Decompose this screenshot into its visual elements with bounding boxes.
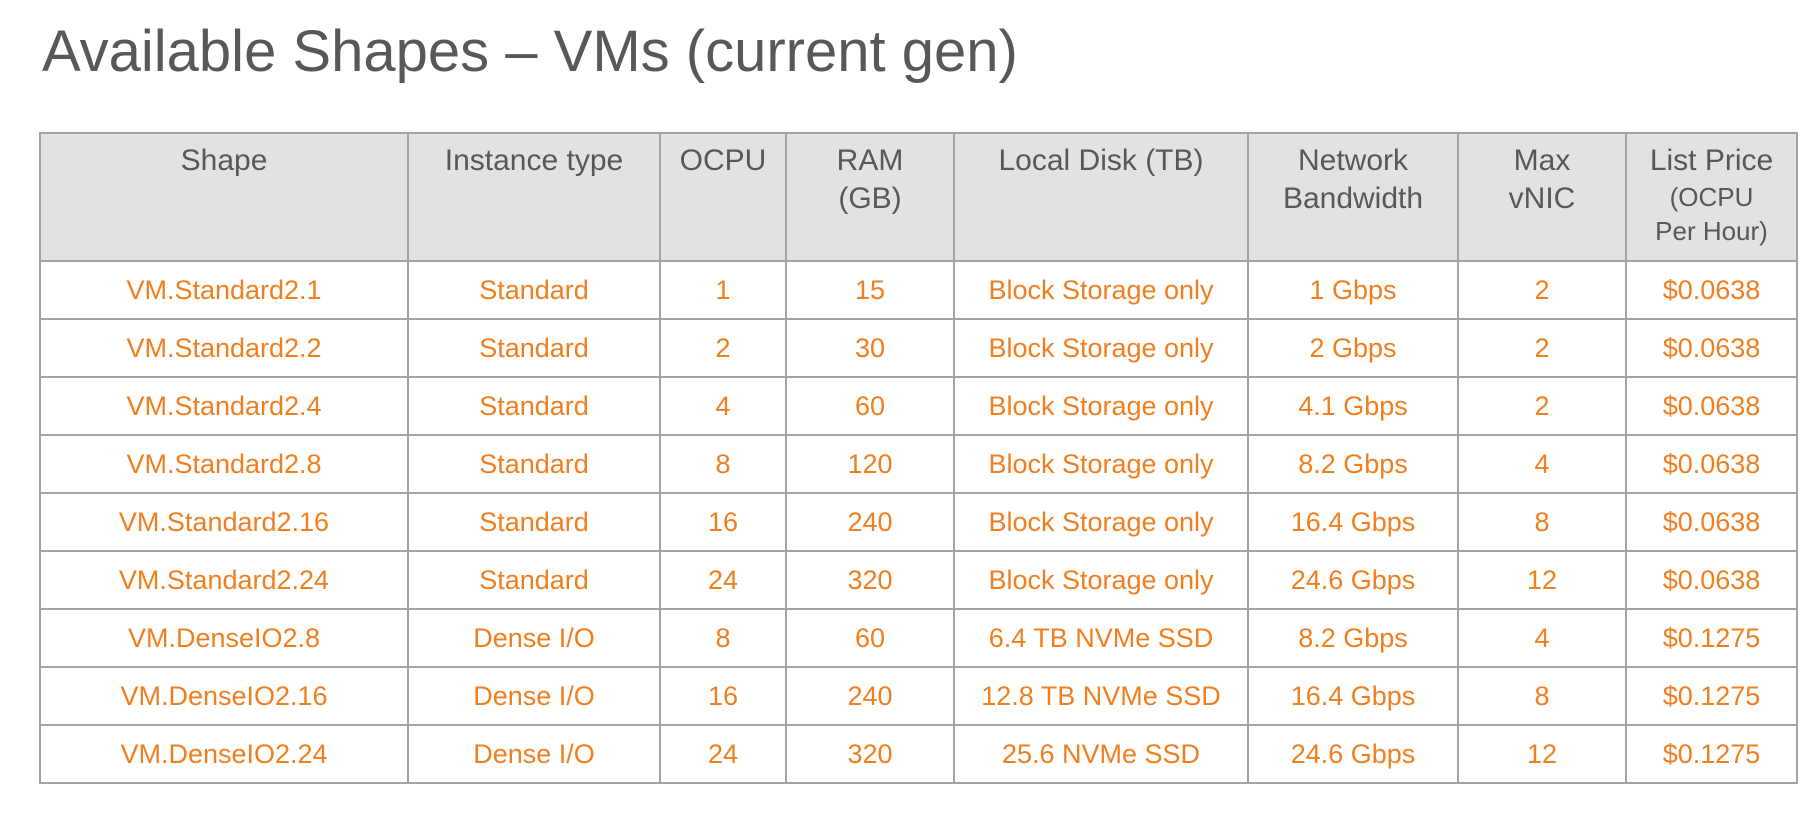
ram-cell: 60 <box>785 376 955 436</box>
network-bandwidth-cell: 16.4 Gbps <box>1247 666 1459 726</box>
network-bandwidth-cell: 1 Gbps <box>1247 260 1459 320</box>
shape-cell: VM.Standard2.4 <box>39 376 409 436</box>
ocpu-cell: 2 <box>659 318 787 378</box>
ram-cell: 120 <box>785 434 955 494</box>
table-row: VM.Standard2.8 Standard 8 120 Block Storage … <box>39 434 1798 494</box>
ram-cell: 320 <box>785 724 955 784</box>
list-price-cell: $0.0638 <box>1625 260 1798 320</box>
ocpu-cell: 4 <box>659 376 787 436</box>
list-price-cell: $0.0638 <box>1625 376 1798 436</box>
shapes-table: Shape Instance type OCPU RAM (GB) Local … <box>39 132 1798 784</box>
instance-type-cell: Dense I/O <box>407 608 661 668</box>
instance-type-cell: Standard <box>407 376 661 436</box>
instance-type-cell: Standard <box>407 550 661 610</box>
header-list-price: List Price (OCPU Per Hour) <box>1625 132 1798 262</box>
list-price-cell: $0.0638 <box>1625 434 1798 494</box>
network-bandwidth-cell: 24.6 Gbps <box>1247 550 1459 610</box>
ocpu-cell: 24 <box>659 724 787 784</box>
list-price-cell: $0.0638 <box>1625 492 1798 552</box>
local-disk-cell: Block Storage only <box>953 492 1249 552</box>
ocpu-cell: 16 <box>659 666 787 726</box>
shape-cell: VM.DenseIO2.24 <box>39 724 409 784</box>
max-vnic-cell: 2 <box>1457 376 1627 436</box>
header-ocpu: OCPU <box>659 132 787 262</box>
network-bandwidth-cell: 4.1 Gbps <box>1247 376 1459 436</box>
local-disk-cell: 12.8 TB NVMe SSD <box>953 666 1249 726</box>
network-bandwidth-cell: 8.2 Gbps <box>1247 608 1459 668</box>
table-row: VM.Standard2.4 Standard 4 60 Block Storage o… <box>39 376 1798 436</box>
ocpu-cell: 1 <box>659 260 787 320</box>
table-body: VM.Standard2.1 Standard 1 15 Block Storage o… <box>39 260 1798 784</box>
ocpu-cell: 8 <box>659 608 787 668</box>
network-bandwidth-cell: 2 Gbps <box>1247 318 1459 378</box>
table-row: VM.Standard2.16 Standard 16 240 Block Storag… <box>39 492 1798 552</box>
max-vnic-cell: 8 <box>1457 492 1627 552</box>
instance-type-cell: Standard <box>407 492 661 552</box>
shape-cell: VM.DenseIO2.8 <box>39 608 409 668</box>
ram-cell: 240 <box>785 492 955 552</box>
list-price-cell: $0.1275 <box>1625 666 1798 726</box>
network-bandwidth-cell: 8.2 Gbps <box>1247 434 1459 494</box>
local-disk-cell: Block Storage only <box>953 550 1249 610</box>
local-disk-cell: Block Storage only <box>953 434 1249 494</box>
max-vnic-cell: 4 <box>1457 608 1627 668</box>
header-instance-type: Instance type <box>407 132 661 262</box>
header-shape: Shape <box>39 132 409 262</box>
instance-type-cell: Standard <box>407 318 661 378</box>
list-price-cell: $0.1275 <box>1625 608 1798 668</box>
instance-type-cell: Dense I/O <box>407 666 661 726</box>
local-disk-cell: 6.4 TB NVMe SSD <box>953 608 1249 668</box>
local-disk-cell: Block Storage only <box>953 260 1249 320</box>
list-price-cell: $0.0638 <box>1625 318 1798 378</box>
header-network-bandwidth: Network Bandwidth <box>1247 132 1459 262</box>
list-price-cell: $0.1275 <box>1625 724 1798 784</box>
instance-type-cell: Standard <box>407 434 661 494</box>
ram-cell: 30 <box>785 318 955 378</box>
page-title: Available Shapes – VMs (current gen) <box>42 19 1018 84</box>
shape-cell: VM.Standard2.8 <box>39 434 409 494</box>
network-bandwidth-cell: 16.4 Gbps <box>1247 492 1459 552</box>
ram-cell: 60 <box>785 608 955 668</box>
table-row: VM.DenseIO2.8 Dense I/O 8 60 6.4 TB NVMe SSD… <box>39 608 1798 668</box>
header-local-disk: Local Disk (TB) <box>953 132 1249 262</box>
instance-type-cell: Dense I/O <box>407 724 661 784</box>
list-price-cell: $0.0638 <box>1625 550 1798 610</box>
header-ram: RAM (GB) <box>785 132 955 262</box>
table-header-row: Shape Instance type OCPU RAM (GB) Local … <box>39 132 1798 262</box>
max-vnic-cell: 12 <box>1457 724 1627 784</box>
ocpu-cell: 8 <box>659 434 787 494</box>
table-row: VM.DenseIO2.16 Dense I/O 16 240 12.8 TB NVMe… <box>39 666 1798 726</box>
local-disk-cell: 25.6 NVMe SSD <box>953 724 1249 784</box>
shape-cell: VM.Standard2.16 <box>39 492 409 552</box>
table-row: VM.Standard2.1 Standard 1 15 Block Storage o… <box>39 260 1798 320</box>
ram-cell: 320 <box>785 550 955 610</box>
max-vnic-cell: 2 <box>1457 318 1627 378</box>
ocpu-cell: 16 <box>659 492 787 552</box>
table-row: VM.Standard2.24 Standard 24 320 Block Storag… <box>39 550 1798 610</box>
shape-cell: VM.Standard2.2 <box>39 318 409 378</box>
table-row: VM.Standard2.2 Standard 2 30 Block Storage o… <box>39 318 1798 378</box>
ocpu-cell: 24 <box>659 550 787 610</box>
max-vnic-cell: 2 <box>1457 260 1627 320</box>
header-max-vnic: Max vNIC <box>1457 132 1627 262</box>
max-vnic-cell: 4 <box>1457 434 1627 494</box>
max-vnic-cell: 12 <box>1457 550 1627 610</box>
ram-cell: 15 <box>785 260 955 320</box>
shape-cell: VM.DenseIO2.16 <box>39 666 409 726</box>
max-vnic-cell: 8 <box>1457 666 1627 726</box>
local-disk-cell: Block Storage only <box>953 376 1249 436</box>
shape-cell: VM.Standard2.24 <box>39 550 409 610</box>
table-row: VM.DenseIO2.24 Dense I/O 24 320 25.6 NVMe SS… <box>39 724 1798 784</box>
local-disk-cell: Block Storage only <box>953 318 1249 378</box>
shape-cell: VM.Standard2.1 <box>39 260 409 320</box>
ram-cell: 240 <box>785 666 955 726</box>
network-bandwidth-cell: 24.6 Gbps <box>1247 724 1459 784</box>
instance-type-cell: Standard <box>407 260 661 320</box>
